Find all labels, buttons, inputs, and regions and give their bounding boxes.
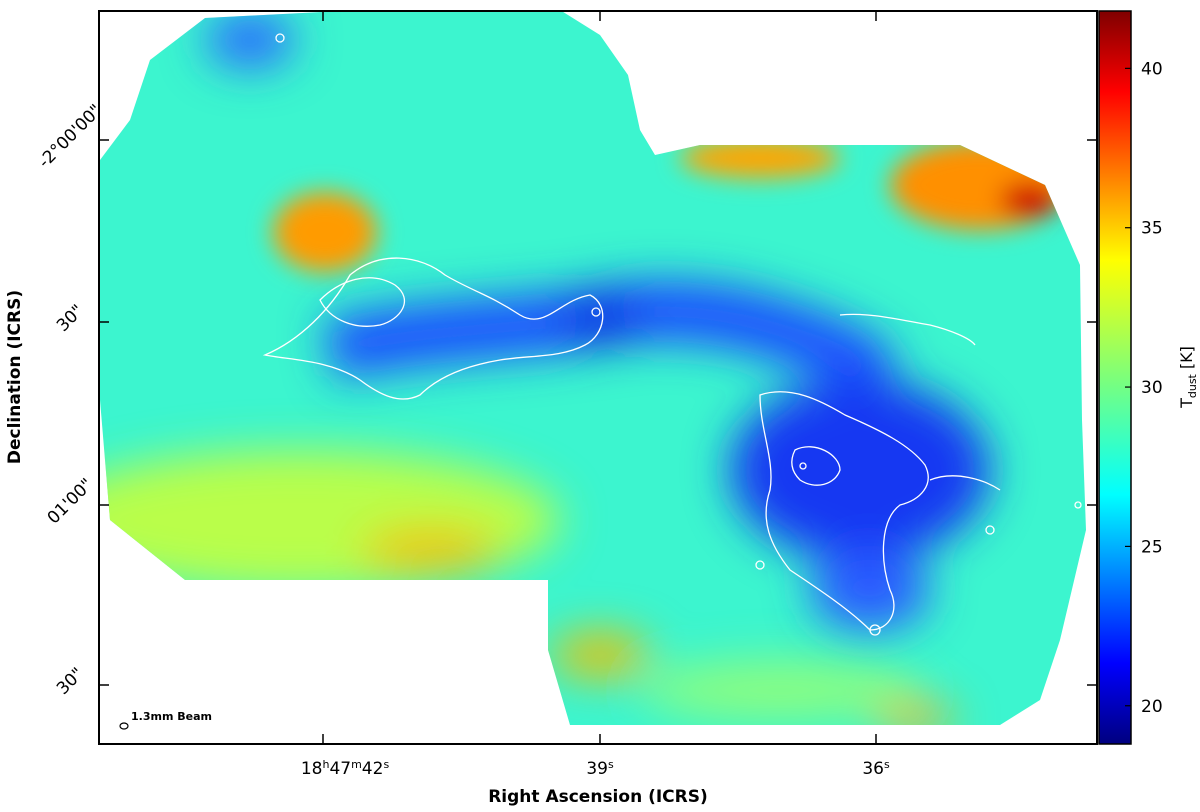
colorbar-ticks: 20 25 30 35 40 xyxy=(1125,59,1163,717)
colorbar-tick-label-2: 30 xyxy=(1141,378,1163,398)
hotspot-north-east xyxy=(1000,182,1060,218)
plot-frame xyxy=(98,10,1098,745)
y-tick-label-1: 30" xyxy=(53,301,88,336)
warm-southern-band xyxy=(100,450,955,725)
colorbar-gradient xyxy=(1098,10,1132,745)
x-tick-label-0: 18h47m42s xyxy=(301,758,390,779)
y-tick-label-0: -2°00'00" xyxy=(35,101,107,173)
x-axis-label: Right Ascension (ICRS) xyxy=(488,787,708,807)
beam-label: 1.3mm Beam xyxy=(131,710,212,723)
beam-ellipse xyxy=(119,722,129,730)
y-axis-ticks xyxy=(99,139,1097,686)
x-axis-ticks xyxy=(322,11,877,744)
colorbar-tick-label-3: 35 xyxy=(1141,219,1163,239)
temperature-map xyxy=(100,10,1086,725)
colorbar-tick-label-1: 25 xyxy=(1141,537,1163,557)
y-tick-label-3: 30" xyxy=(53,664,88,699)
hotspot-north-west xyxy=(273,192,377,272)
colorbar-tick-label-0: 20 xyxy=(1141,697,1163,717)
emission-contours xyxy=(262,33,1082,636)
map-background xyxy=(100,10,1086,725)
y-axis-label: Declination (ICRS) xyxy=(5,290,25,464)
cold-filaments xyxy=(205,12,990,630)
x-tick-label-1: 39s xyxy=(586,758,614,779)
colorbar-tick-label-4: 40 xyxy=(1141,59,1163,79)
beam-indicator: 1.3mm Beam xyxy=(119,709,213,730)
x-tick-label-2: 36s xyxy=(862,758,890,779)
y-tick-label-2: 01'00" xyxy=(44,475,98,529)
colorbar: 20 25 30 35 40 Tdust [K] xyxy=(1098,10,1199,745)
colorbar-label: Tdust [K] xyxy=(1177,346,1199,409)
